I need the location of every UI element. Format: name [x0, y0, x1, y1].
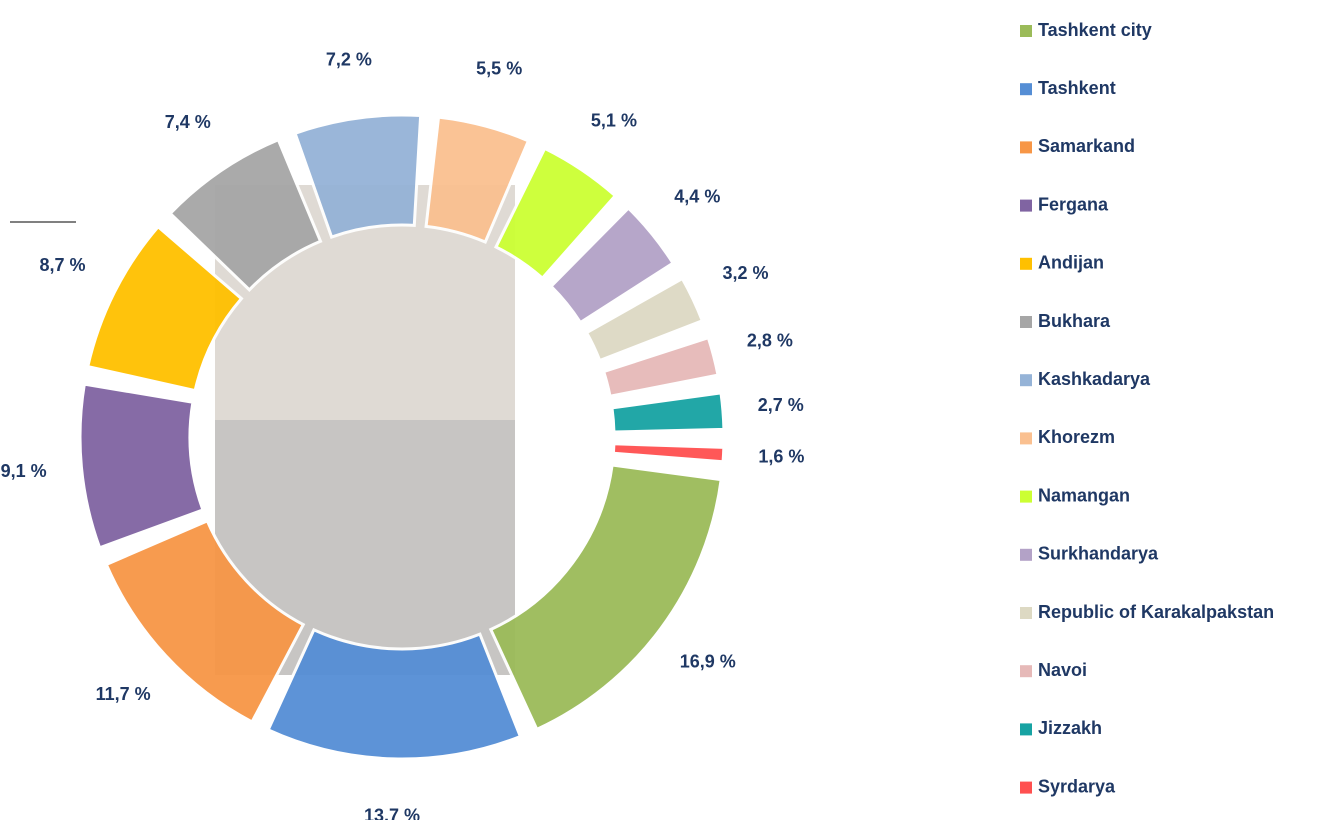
legend-label: Namangan	[1038, 485, 1130, 505]
legend-label: Tashkent	[1038, 78, 1116, 98]
legend-label: Jizzakh	[1038, 718, 1102, 738]
legend-swatch	[1020, 83, 1032, 95]
legend-swatch	[1020, 258, 1032, 270]
legend-swatch	[1020, 549, 1032, 561]
legend-label: Kashkadarya	[1038, 369, 1151, 389]
legend-swatch	[1020, 607, 1032, 619]
donut-segment	[612, 393, 724, 432]
legend-label: Syrdarya	[1038, 776, 1116, 796]
legend-swatch	[1020, 723, 1032, 735]
data-label: 9,1 %	[1, 461, 47, 481]
legend-label: Navoi	[1038, 660, 1087, 680]
legend-swatch	[1020, 200, 1032, 212]
donut-segment	[491, 465, 721, 729]
data-label: 1,6 %	[758, 446, 804, 466]
data-label: 4,4 %	[674, 187, 720, 207]
legend-swatch	[1020, 432, 1032, 444]
legend-label: Andijan	[1038, 253, 1104, 273]
data-label: 5,5 %	[476, 58, 522, 78]
legend-label: Bukhara	[1038, 311, 1111, 331]
data-label: 11,7 %	[96, 684, 151, 704]
donut-segment	[268, 630, 520, 759]
legend-label: Fergana	[1038, 194, 1109, 214]
data-label: 2,7 %	[758, 395, 804, 415]
legend-label: Surkhandarya	[1038, 544, 1159, 564]
legend-label: Khorezm	[1038, 427, 1115, 447]
donut-segment	[613, 444, 723, 462]
legend-swatch	[1020, 374, 1032, 386]
legend-label: Samarkand	[1038, 136, 1135, 156]
legend-swatch	[1020, 25, 1032, 37]
data-label: 5,1 %	[591, 110, 637, 130]
data-label: 13,7 %	[364, 806, 420, 820]
data-label: 16,9 %	[680, 651, 736, 671]
legend-swatch	[1020, 316, 1032, 328]
data-label: 3,2 %	[722, 263, 768, 283]
data-label: 2,8 %	[747, 330, 793, 350]
legend-label: Republic of Karakalpakstan	[1038, 602, 1274, 622]
legend-swatch	[1020, 141, 1032, 153]
legend-label: Tashkent city	[1038, 20, 1152, 40]
legend-swatch	[1020, 665, 1032, 677]
chart: 16,9 % 13,7 % 11,7 % 9,1 % 8,7 % 7,4 % 7,2 % 5,…	[0, 0, 1317, 820]
data-label: 7,2 %	[326, 49, 372, 69]
legend-swatch	[1020, 491, 1032, 503]
data-label: 7,4 %	[165, 112, 211, 132]
legend-swatch	[1020, 782, 1032, 794]
data-label: 8,7 %	[40, 255, 86, 275]
donut-segment	[80, 384, 203, 548]
